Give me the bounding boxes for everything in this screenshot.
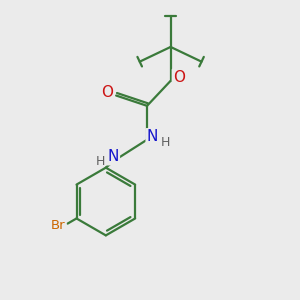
Text: N: N — [147, 129, 158, 144]
Text: H: H — [95, 155, 105, 168]
Text: O: O — [101, 85, 113, 100]
Text: Br: Br — [51, 219, 65, 232]
Text: H: H — [160, 136, 170, 148]
Text: O: O — [173, 70, 185, 85]
Text: N: N — [107, 149, 119, 164]
